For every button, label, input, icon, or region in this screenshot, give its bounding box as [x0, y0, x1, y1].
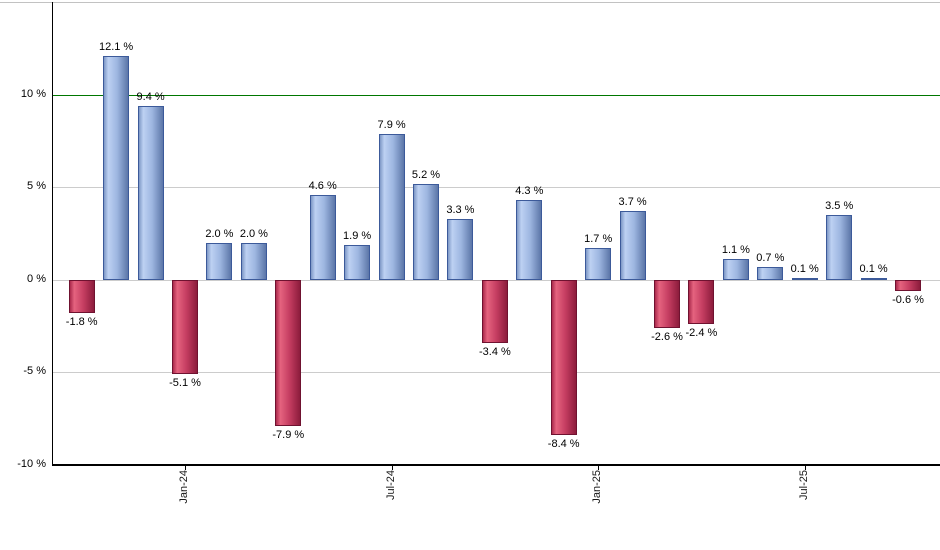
x-axis-tick-mark-Jul-24 [391, 466, 393, 470]
bar-Jan-25 [585, 248, 612, 280]
bar-Oct-24 [481, 279, 508, 343]
bar-Apr-24 [275, 279, 302, 427]
bar-value-label-Sep-25: 0.1 % [859, 262, 888, 275]
bar-Oct-25 [895, 279, 921, 291]
bar-Jul-24 [378, 133, 405, 280]
bar-Nov-24 [516, 200, 543, 280]
y-axis-tick-label--10: -10 % [17, 458, 46, 470]
bar-Dec-23 [137, 105, 164, 280]
bar-value-label-Jul-24: 7.9 % [377, 118, 406, 131]
bar-value-label-Nov-24: 4.3 % [515, 185, 544, 198]
bar-value-label-Jan-25: 1.7 % [584, 233, 613, 246]
x-axis-tick-label-Jul-25: Jul-25 [797, 470, 810, 500]
x-axis-tick-label-Jan-24: Jan-24 [178, 470, 190, 504]
bar-value-label-Dec-23: 9.4 % [136, 90, 165, 103]
y-axis-line [52, 2, 53, 465]
bar-value-label-Apr-24: -7.9 % [272, 429, 305, 442]
bar-Feb-24 [206, 242, 233, 280]
bar-Jun-25 [757, 266, 784, 280]
bar-value-label-Mar-24: 2.0 % [239, 227, 268, 240]
bar-Mar-24 [240, 242, 267, 280]
bar-value-label-Jun-25: 0.7 % [756, 251, 785, 264]
x-axis-tick-label-Jul-24: Jul-24 [384, 470, 397, 500]
bar-value-label-Apr-25: -2.4 % [685, 327, 718, 340]
bar-Oct-23 [68, 279, 95, 314]
bar-Jul-25 [791, 277, 818, 280]
bar-Mar-25 [654, 279, 680, 328]
bar-value-label-Jan-24: -5.1 % [169, 377, 201, 390]
bar-Dec-24 [550, 279, 577, 436]
bar-May-24 [309, 194, 336, 280]
bar-value-label-Feb-25: 3.7 % [618, 196, 647, 209]
bar-Nov-23 [103, 55, 130, 280]
bar-value-label-Oct-23: -1.8 % [65, 316, 98, 329]
bar-Aug-25 [826, 215, 853, 280]
y-axis-tick-label-5: 5 % [27, 180, 46, 193]
bar-Jun-24 [344, 244, 371, 280]
chart-top-border [0, 2, 940, 3]
x-axis-tick-mark-Jan-25 [598, 466, 600, 470]
bar-value-label-Dec-24: -8.4 % [547, 438, 580, 451]
bar-value-label-Sep-24: 3.3 % [446, 203, 475, 216]
gridline--5 [52, 372, 940, 374]
x-axis-tick-label-Jan-25: Jan-25 [591, 470, 604, 504]
bar-value-label-Jun-24: 1.9 % [343, 229, 372, 242]
x-axis-tick-mark-Jan-24 [185, 466, 186, 470]
gridline-5 [52, 187, 940, 189]
bar-value-label-Aug-25: 3.5 % [825, 200, 854, 212]
bar-value-label-May-24: 4.6 % [308, 179, 337, 192]
bar-Feb-25 [619, 211, 646, 280]
bar-value-label-Aug-24: 5.2 % [411, 168, 441, 181]
bar-value-label-Mar-25: -2.6 % [651, 331, 683, 343]
x-axis-tick-mark-Jul-25 [804, 466, 806, 470]
bar-May-25 [722, 259, 749, 280]
bar-Sep-25 [860, 277, 887, 280]
y-axis-tick-label-10: 10 % [20, 87, 46, 100]
bar-value-label-Oct-24: -3.4 % [478, 345, 511, 358]
bar-Jan-24 [172, 279, 198, 375]
bar-value-label-Oct-25: -0.6 % [892, 293, 924, 306]
bar-Sep-24 [447, 218, 474, 280]
y-axis-tick-label--5: -5 % [23, 365, 46, 378]
bar-value-label-Feb-24: 2.0 % [205, 227, 234, 240]
bar-value-label-Jul-25: 0.1 % [790, 262, 819, 275]
bar-value-label-Nov-23: 12.1 % [98, 40, 134, 53]
x-axis-line [52, 464, 940, 466]
bar-value-label-May-25: 1.1 % [721, 244, 750, 257]
y-axis-tick-label-0: 0 % [27, 272, 46, 285]
reference-line-10pct [52, 94, 940, 96]
bar-Aug-24 [413, 183, 439, 280]
bar-Apr-25 [688, 279, 715, 325]
